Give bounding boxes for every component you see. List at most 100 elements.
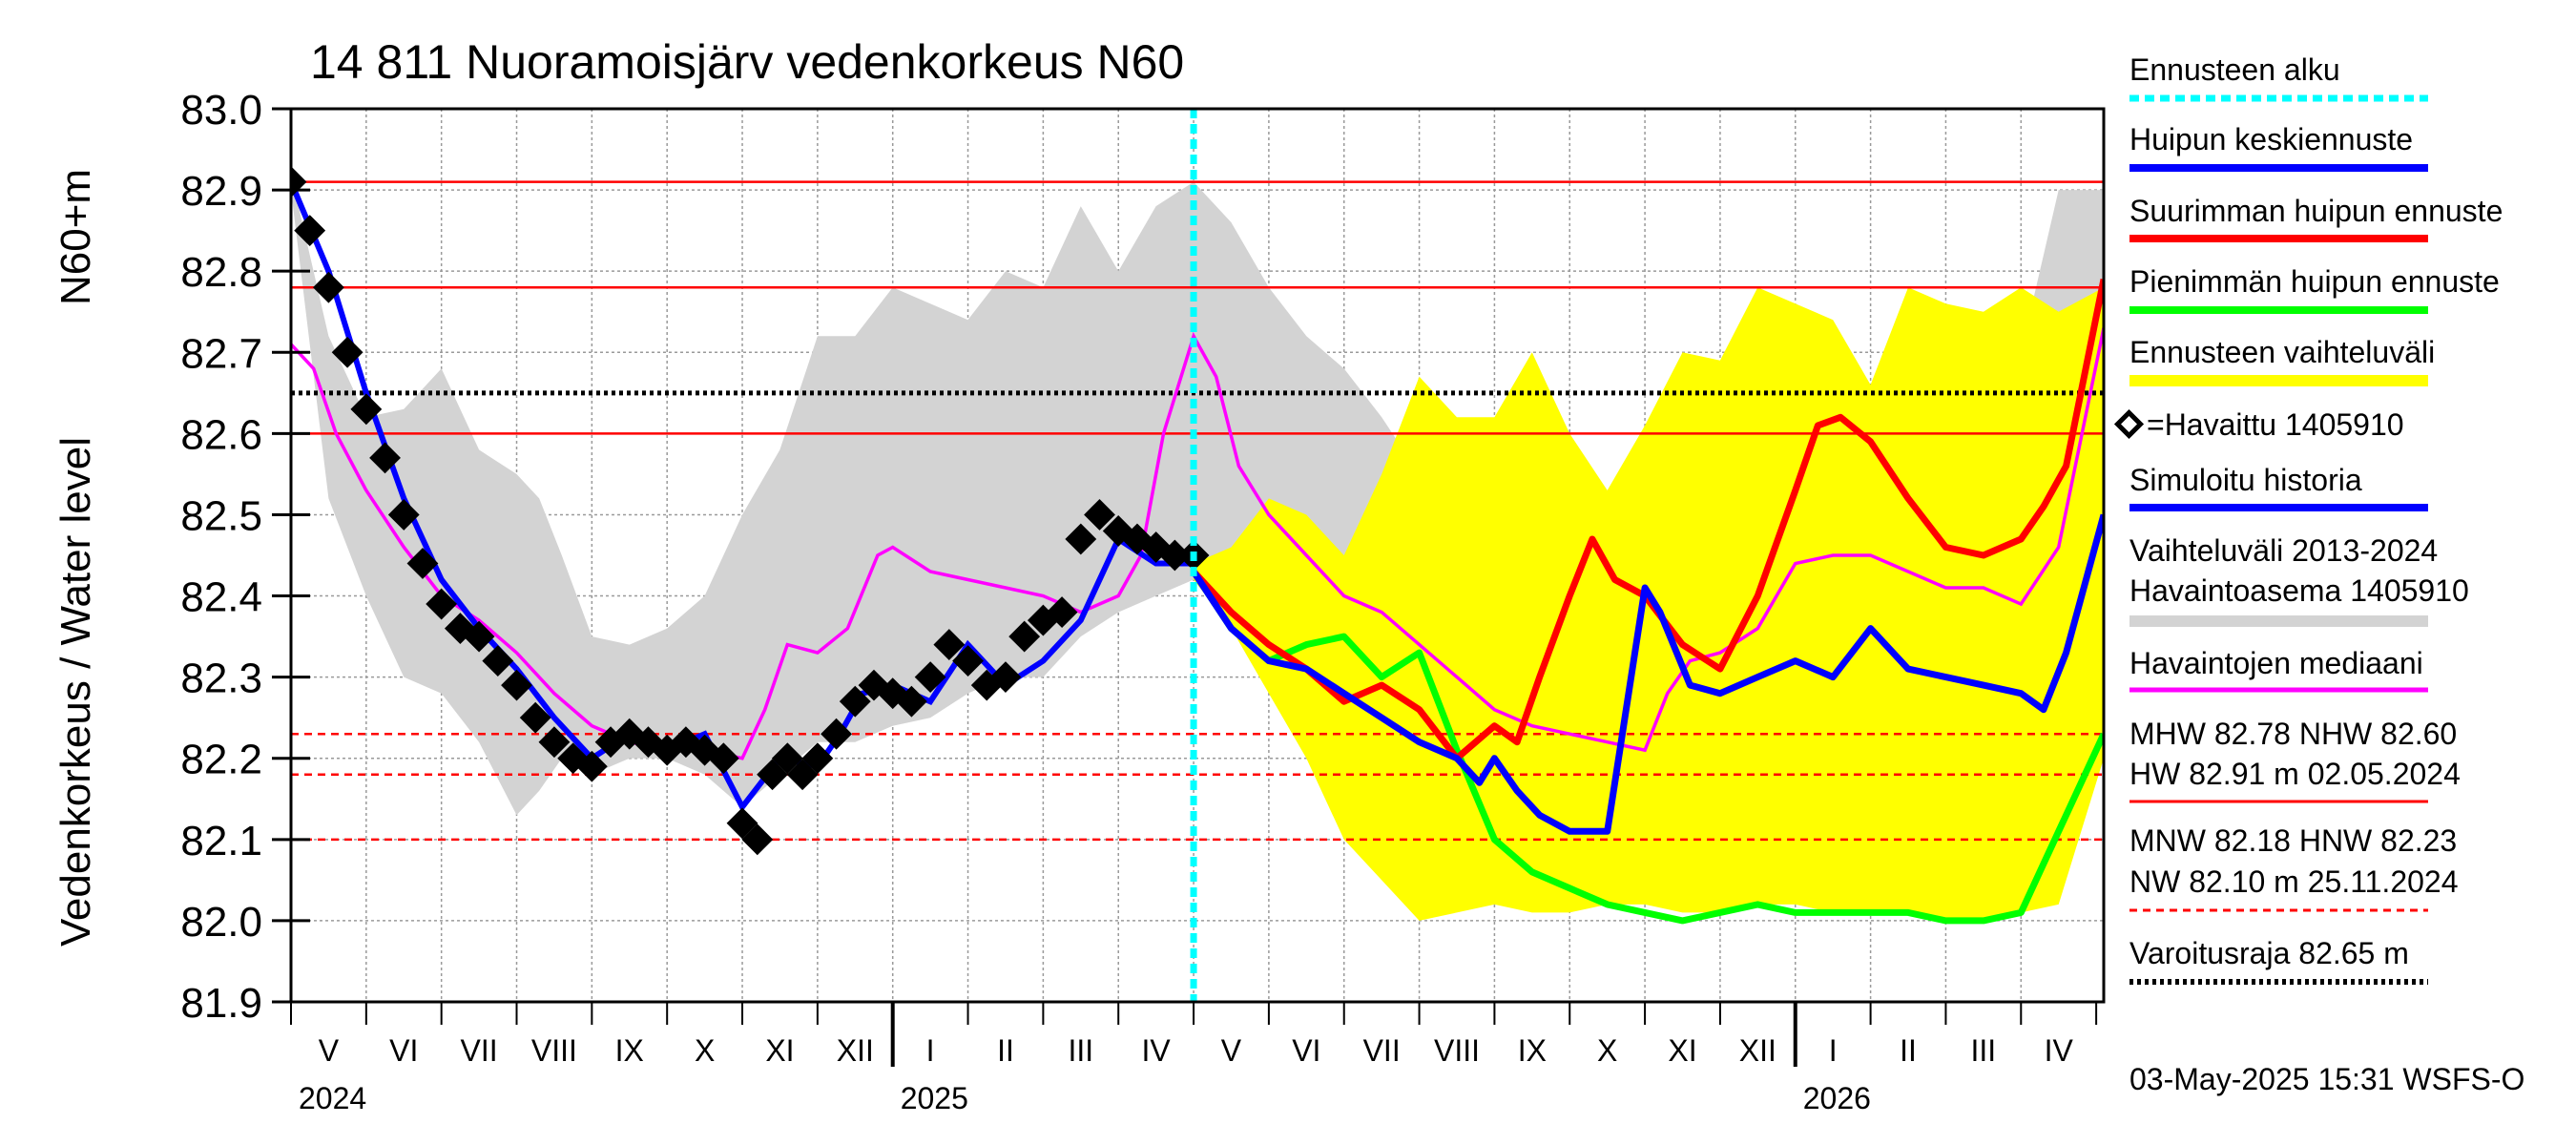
x-month-label: XI xyxy=(1668,1033,1696,1068)
observed-point xyxy=(839,685,871,718)
plot-content xyxy=(291,109,2104,1002)
y-tick-label: 83.0 xyxy=(180,87,262,134)
observed-point xyxy=(1008,620,1041,653)
y-tick-label: 82.5 xyxy=(180,492,262,539)
observed-point xyxy=(1140,531,1173,563)
x-month-label: IV xyxy=(1142,1033,1172,1068)
footer-timestamp: 03-May-2025 15:31 WSFS-O xyxy=(2129,1062,2524,1096)
y-axis-label: Vedenkorkeus / Water level xyxy=(52,437,99,947)
observed-point xyxy=(726,807,758,840)
observed-point xyxy=(933,629,966,661)
observed-point xyxy=(294,215,326,247)
y-tick-label: 82.1 xyxy=(180,818,262,864)
observed-point xyxy=(501,669,532,701)
observed-point xyxy=(877,677,909,710)
y-tick-label: 82.4 xyxy=(180,574,262,621)
observed-point xyxy=(821,718,852,750)
x-month-label: XI xyxy=(765,1033,794,1068)
y-tick-label: 82.7 xyxy=(180,330,262,377)
x-month-label: VI xyxy=(1292,1033,1320,1068)
plot-frame xyxy=(289,107,2106,1004)
observed-point xyxy=(387,499,420,531)
y-tick-label: 82.2 xyxy=(180,737,262,783)
observed-point xyxy=(313,271,344,303)
observed-point xyxy=(426,588,458,620)
observed-point xyxy=(952,645,984,677)
x-year-label: 2026 xyxy=(1803,1081,1871,1115)
y-tick-label: 82.9 xyxy=(180,168,262,215)
legend-label-historical-range-2: Havaintoasema 1405910 xyxy=(2129,573,2469,608)
observed-point xyxy=(463,620,495,653)
y-tick-label: 82.6 xyxy=(180,411,262,458)
legend-label-forecast-range: Ennusteen vaihteluväli xyxy=(2129,335,2435,369)
series-simulated-history-line xyxy=(291,180,1195,813)
observed-point xyxy=(331,336,364,368)
observed-point xyxy=(1065,523,1097,555)
x-month-label: III xyxy=(1971,1033,1997,1068)
observed-point xyxy=(350,393,383,426)
observed-point xyxy=(1121,523,1153,555)
x-month-label: V xyxy=(1221,1033,1242,1068)
x-month-label: X xyxy=(695,1033,715,1068)
legend-stats-low-2: NW 82.10 m 25.11.2024 xyxy=(2129,864,2459,899)
y-tick-label: 82.0 xyxy=(180,899,262,946)
x-month-label: VIII xyxy=(531,1033,577,1068)
x-month-label: IX xyxy=(1518,1033,1547,1068)
observed-point xyxy=(1084,499,1115,531)
x-month-label: IX xyxy=(615,1033,644,1068)
y-tick-label: 82.8 xyxy=(180,249,262,296)
y-axis-unit-label: N60+m xyxy=(52,169,99,305)
x-month-label: X xyxy=(1597,1033,1617,1068)
observed-point xyxy=(1102,515,1134,547)
x-month-label: I xyxy=(926,1033,935,1068)
x-month-label: IV xyxy=(2045,1033,2074,1068)
legend-label-median: Havaintojen mediaani xyxy=(2129,646,2423,680)
x-month-label: III xyxy=(1068,1033,1093,1068)
x-month-label: I xyxy=(1829,1033,1838,1068)
legend-stats-high-1: MHW 82.78 NHW 82.60 xyxy=(2129,717,2457,751)
legend-label-historical-range-1: Vaihteluväli 2013-2024 xyxy=(2129,533,2438,568)
y-tick-label: 82.3 xyxy=(180,656,262,702)
x-month-label: VIII xyxy=(1434,1033,1480,1068)
legend-swatch-observed-marker xyxy=(2113,408,2145,440)
legend-label-observed: =Havaittu 1405910 xyxy=(2147,407,2404,442)
y-tick-label: 81.9 xyxy=(180,980,262,1027)
legend-label-min-peak: Pienimmän huipun ennuste xyxy=(2129,264,2500,299)
observed-point xyxy=(406,548,439,579)
observed-point xyxy=(369,442,401,474)
observed-point xyxy=(989,661,1022,694)
observed-point xyxy=(757,759,788,791)
observed-point xyxy=(786,759,819,791)
series-mean-peak-line xyxy=(1191,513,2104,835)
observed-point xyxy=(575,750,608,782)
legend: Ennusteen alku Huipun keskiennuste Suuri… xyxy=(2113,52,2503,985)
axes: 83.0 82.9 82.8 82.7 82.6 82.5 82.4 82.3 82.2 82.1… xyxy=(180,87,2106,1115)
x-month-label: II xyxy=(1900,1033,1917,1068)
x-month-label: VII xyxy=(461,1033,498,1068)
observed-point xyxy=(538,726,571,759)
x-month-label: V xyxy=(319,1033,340,1068)
legend-label-forecast-start: Ennusteen alku xyxy=(2129,52,2340,87)
observed-point xyxy=(771,742,803,775)
legend-label-warning: Varoitusraja 82.65 m xyxy=(2129,936,2409,970)
x-year-label: 2024 xyxy=(299,1081,366,1115)
x-year-label: 2025 xyxy=(901,1081,968,1115)
x-month-label: VII xyxy=(1363,1033,1401,1068)
legend-stats-low-1: MNW 82.18 HNW 82.23 xyxy=(2129,823,2457,858)
legend-label-simulated-history: Simuloitu historia xyxy=(2129,463,2362,497)
x-month-label: XII xyxy=(1739,1033,1776,1068)
observed-point xyxy=(519,701,551,734)
observed-point xyxy=(914,661,946,694)
legend-stats-high-2: HW 82.91 m 02.05.2024 xyxy=(2129,757,2461,791)
legend-label-max-peak: Suurimman huipun ennuste xyxy=(2129,194,2503,228)
observed-point xyxy=(1046,596,1078,628)
x-month-label: II xyxy=(997,1033,1014,1068)
observed-point xyxy=(896,685,927,718)
series-median-line xyxy=(291,327,2104,760)
x-month-label: VI xyxy=(389,1033,418,1068)
observed-point xyxy=(801,742,834,775)
legend-label-mean-peak: Huipun keskiennuste xyxy=(2129,122,2413,156)
observed-point xyxy=(741,823,774,856)
plot-area xyxy=(291,109,2104,1002)
